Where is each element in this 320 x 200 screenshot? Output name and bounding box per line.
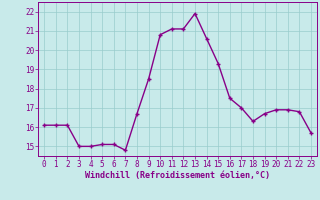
X-axis label: Windchill (Refroidissement éolien,°C): Windchill (Refroidissement éolien,°C) xyxy=(85,171,270,180)
